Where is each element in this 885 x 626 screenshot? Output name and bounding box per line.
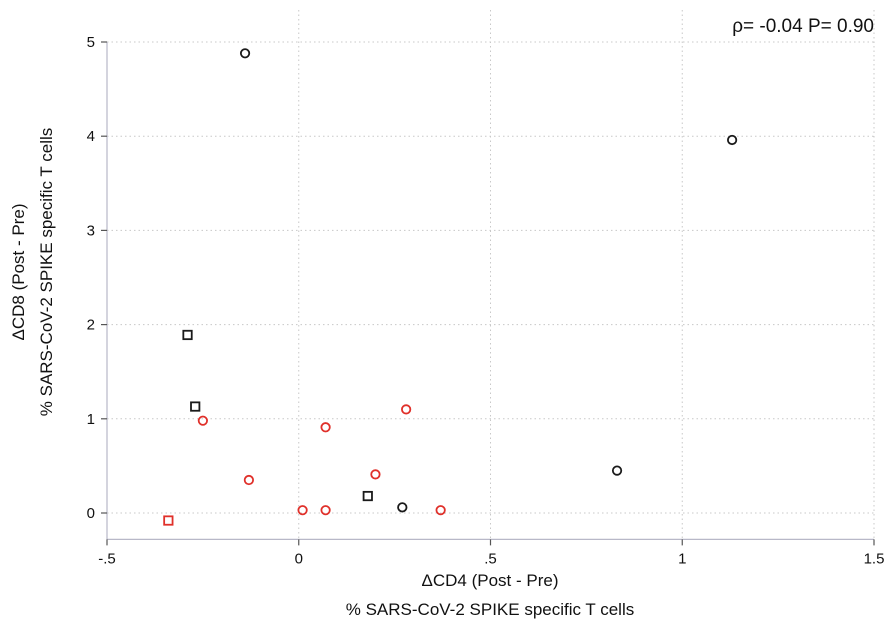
data-point-circle xyxy=(401,404,412,415)
data-point-circle xyxy=(320,422,331,433)
x-tick-label: 1 xyxy=(678,550,686,567)
y-tick-label: 4 xyxy=(87,128,95,145)
x-tick-label: 0 xyxy=(295,550,303,567)
y-tick-label: 0 xyxy=(87,505,95,522)
x-tick-label: -.5 xyxy=(98,550,116,567)
data-point-circle xyxy=(239,48,251,59)
data-point-circle xyxy=(370,469,381,480)
data-point-square xyxy=(163,515,174,526)
data-point-square xyxy=(190,401,201,412)
axes: -.5 0 .5 1 1.5 0 1 2 3 4 5 xyxy=(87,34,885,567)
x-tick-label: 1.5 xyxy=(864,550,885,567)
x-axis-title-line1: ΔCD4 (Post - Pre) xyxy=(422,571,559,590)
y-tick-label: 1 xyxy=(87,411,95,428)
data-point-square xyxy=(182,329,193,341)
y-tick-label: 3 xyxy=(87,222,95,239)
y-tick-label: 2 xyxy=(87,317,95,334)
data-point-circle xyxy=(611,465,623,476)
data-point-circle xyxy=(197,415,208,426)
grid xyxy=(107,10,875,540)
y-axis-title-line2: % SARS-CoV-2 SPIKE specific T cells xyxy=(37,128,56,416)
y-axis-title-line1: ΔCD8 (Post - Pre) xyxy=(9,204,28,341)
x-tick-label: .5 xyxy=(484,550,497,567)
data-point-square xyxy=(362,490,373,502)
data-point-circle xyxy=(397,502,408,513)
data-points xyxy=(163,48,738,526)
y-tick-label: 5 xyxy=(87,34,95,51)
data-point-circle xyxy=(727,134,738,146)
correlation-annotation: ρ= -0.04 P= 0.90 xyxy=(732,16,874,37)
data-point-circle xyxy=(243,474,254,486)
x-axis-title-line2: % SARS-CoV-2 SPIKE specific T cells xyxy=(346,600,634,619)
data-point-circle xyxy=(320,505,331,516)
data-point-circle xyxy=(435,505,446,516)
data-point-circle xyxy=(297,505,308,516)
